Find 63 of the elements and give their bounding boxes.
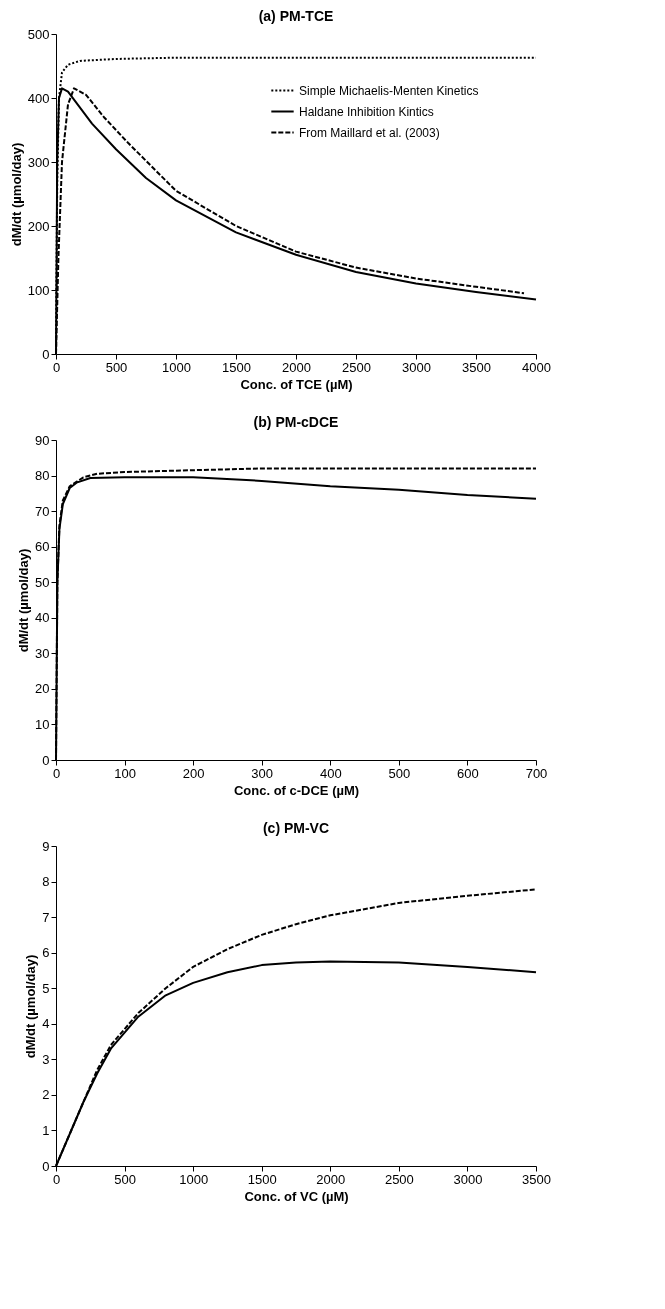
y-tick-label: 200 (27, 218, 50, 234)
y-tick-label: 4 (42, 1016, 50, 1032)
x-tick-label: 400 (319, 765, 342, 781)
y-tick-label: 400 (27, 90, 50, 106)
y-axis-title: dM/dt (µmol/day) (16, 548, 32, 653)
y-tick-label: 3 (42, 1051, 50, 1067)
x-tick-label: 600 (457, 765, 479, 781)
legend-label: Simple Michaelis-Menten Kinetics (299, 83, 479, 98)
x-tick-label: 2000 (282, 359, 311, 375)
y-tick-label: 7 (42, 909, 50, 925)
x-tick-label: 500 (388, 765, 411, 781)
chart-title: (b) PM-cDCE (253, 414, 339, 430)
x-tick-label: 0 (52, 765, 61, 781)
legend-label: From Maillard et al. (2003) (299, 125, 440, 140)
x-tick-label: 1000 (162, 359, 191, 375)
y-tick-label: 9 (42, 838, 50, 854)
x-tick-label: 2000 (316, 1171, 346, 1187)
x-tick-label: 200 (182, 765, 205, 781)
y-tick-label: 500 (27, 26, 50, 42)
x-tick-label: 500 (105, 359, 128, 375)
x-tick-label: 3500 (522, 1171, 551, 1187)
y-tick-label: 5 (42, 980, 50, 996)
x-tick-label: 0 (52, 359, 61, 375)
x-tick-label: 2500 (342, 359, 371, 375)
y-tick-label: 20 (35, 681, 50, 697)
chart-title: (a) PM-TCE (258, 8, 334, 24)
x-tick-label: 500 (114, 1171, 136, 1187)
y-tick-label: 60 (35, 539, 50, 555)
y-axis-title: dM/dt (µmol/day) (8, 142, 24, 247)
x-tick-label: 3000 (402, 359, 431, 375)
x-tick-label: 3500 (462, 359, 491, 375)
y-tick-label: 8 (42, 874, 50, 890)
y-tick-label: 80 (35, 468, 50, 484)
x-tick-label: 1500 (222, 359, 251, 375)
y-tick-label: 6 (42, 945, 50, 961)
y-axis-title: dM/dt (µmol/day) (23, 954, 39, 1059)
y-tick-label: 0 (42, 1158, 50, 1174)
y-tick-label: 30 (35, 645, 50, 661)
y-tick-label: 40 (35, 610, 50, 626)
x-tick-label: 1000 (179, 1171, 209, 1187)
y-tick-label: 90 (35, 432, 50, 448)
x-tick-label: 700 (525, 765, 548, 781)
y-tick-label: 0 (42, 752, 50, 768)
x-tick-label: 300 (251, 765, 274, 781)
x-tick-label: 0 (52, 1171, 61, 1187)
y-tick-label: 2 (42, 1087, 50, 1103)
x-tick-label: 4000 (522, 359, 551, 375)
y-tick-label: 0 (42, 346, 50, 362)
y-tick-label: 1 (42, 1122, 50, 1138)
x-tick-label: 3000 (453, 1171, 483, 1187)
x-tick-label: 100 (114, 765, 136, 781)
y-tick-label: 100 (27, 282, 50, 298)
y-tick-label: 70 (35, 503, 50, 519)
x-tick-label: 1500 (247, 1171, 277, 1187)
legend-label: Haldane Inhibition Kintics (299, 104, 434, 119)
x-axis-title: Conc. of VC (µM) (244, 1188, 349, 1204)
chart-title: (c) PM-VC (262, 820, 330, 836)
y-tick-label: 10 (35, 716, 50, 732)
x-tick-label: 2500 (384, 1171, 414, 1187)
y-tick-label: 50 (35, 574, 50, 590)
x-axis-title: Conc. of c-DCE (µM) (233, 782, 360, 798)
y-tick-label: 300 (27, 154, 50, 170)
x-axis-title: Conc. of TCE (µM) (240, 376, 353, 392)
